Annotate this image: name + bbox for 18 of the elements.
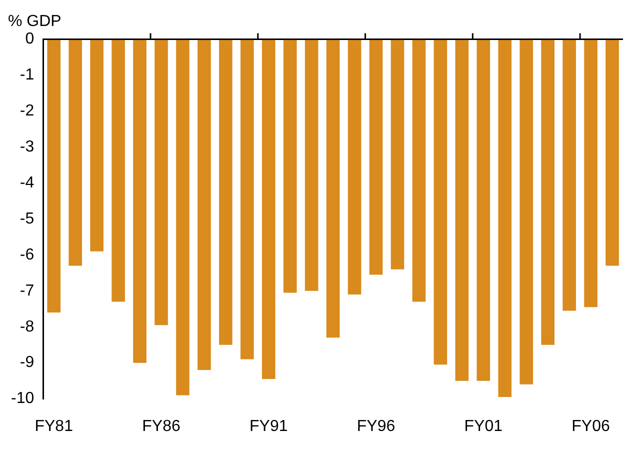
y-axis-title: % GDP bbox=[8, 13, 62, 30]
x-tick-label: FY96 bbox=[356, 418, 396, 435]
y-tick-label: -10 bbox=[11, 390, 34, 408]
y-tick-label: -8 bbox=[20, 318, 34, 336]
x-tick-label: FY81 bbox=[34, 418, 74, 435]
y-tick-label: -4 bbox=[20, 174, 34, 192]
x-tick-label: FY91 bbox=[250, 418, 288, 435]
x-tick-label: FY06 bbox=[572, 418, 610, 435]
y-tick-label: -6 bbox=[20, 246, 34, 264]
x-tick-label: FY86 bbox=[142, 418, 180, 435]
y-tick-label: 0 bbox=[25, 30, 34, 48]
y-tick-label: -7 bbox=[20, 282, 34, 300]
y-tick-label: -3 bbox=[20, 138, 34, 156]
x-tick-label: FY01 bbox=[464, 418, 503, 435]
y-tick-label: -1 bbox=[20, 66, 34, 84]
y-tick-label: -2 bbox=[20, 102, 34, 120]
y-tick-label: -9 bbox=[20, 354, 34, 372]
y-tick-label: -5 bbox=[20, 210, 34, 228]
